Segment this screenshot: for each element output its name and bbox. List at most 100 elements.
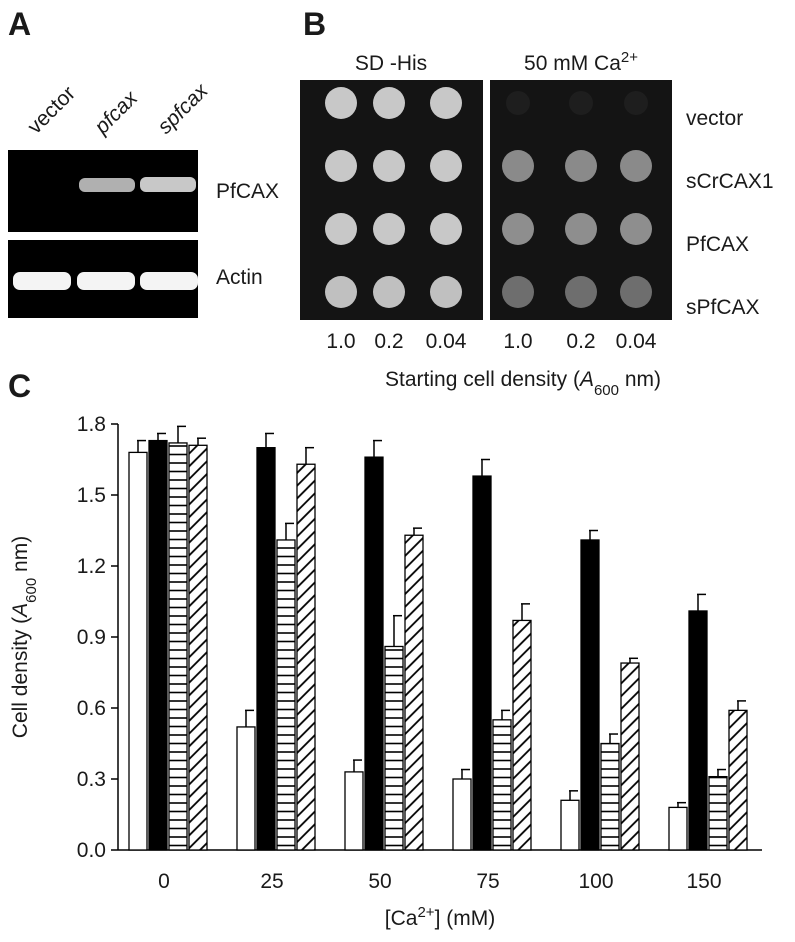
colony-spot xyxy=(502,213,534,245)
axis-title-part: Cell density ( xyxy=(9,617,32,738)
colony-spot xyxy=(502,150,534,182)
colony-spot xyxy=(373,276,405,308)
colony-spot xyxy=(373,87,405,119)
y-tick-label: 0.6 xyxy=(77,697,106,720)
y-tick-label: 0.3 xyxy=(77,768,106,791)
colony-spot xyxy=(325,87,357,119)
colony-spot xyxy=(624,91,648,115)
colony-spot xyxy=(620,213,652,245)
bar xyxy=(668,806,688,851)
colony-spot xyxy=(565,150,597,182)
axis-title-part: nm) xyxy=(9,536,32,578)
axis-title-part: [Ca xyxy=(385,907,418,930)
gel-band xyxy=(13,272,71,290)
bar xyxy=(560,799,580,851)
colony-spot xyxy=(569,91,593,115)
bar xyxy=(384,645,404,851)
x-tick-label: 75 xyxy=(476,870,499,893)
colony-spot xyxy=(325,150,357,182)
bar xyxy=(364,456,384,851)
bar xyxy=(512,619,532,851)
y-tick-label: 1.2 xyxy=(77,555,106,578)
colony-spot xyxy=(565,213,597,245)
bar xyxy=(188,444,208,851)
lane-label: pfcax xyxy=(90,86,144,140)
colony-spot xyxy=(502,276,534,308)
bar xyxy=(580,539,600,851)
bar xyxy=(168,442,188,851)
bar xyxy=(276,539,296,851)
bar xyxy=(128,451,148,851)
x-tick-label: 50 xyxy=(368,870,391,893)
colony-spot xyxy=(506,91,530,115)
colony-spot xyxy=(430,150,462,182)
strain-label: sCrCAX1 xyxy=(686,170,774,193)
dilution-label: 1.0 xyxy=(503,330,532,353)
dilution-label: 0.2 xyxy=(374,330,403,353)
strain-label: vector xyxy=(686,107,743,130)
condition-label: 50 mM Ca2+ xyxy=(524,49,638,76)
strain-label: PfCAX xyxy=(686,233,749,256)
gel-band xyxy=(79,178,135,192)
bar xyxy=(600,742,620,851)
colony-spot xyxy=(373,150,405,182)
panel-label: B xyxy=(303,6,326,42)
bar xyxy=(728,709,748,851)
gel-band xyxy=(140,272,198,290)
band-label: PfCAX xyxy=(216,180,279,203)
bar xyxy=(344,771,364,851)
bar xyxy=(236,726,256,851)
axis-title-part: 600 xyxy=(594,382,619,399)
axis-title-part: A xyxy=(578,368,594,391)
y-tick-label: 0.9 xyxy=(77,626,106,649)
y-tick-label: 0.0 xyxy=(77,839,106,862)
colony-spot xyxy=(620,276,652,308)
y-tick-label: 1.8 xyxy=(77,413,106,436)
colony-spot xyxy=(430,276,462,308)
colony-spot xyxy=(565,276,597,308)
colony-spot xyxy=(325,213,357,245)
x-tick-label: 150 xyxy=(686,870,721,893)
lane-label: spfcax xyxy=(153,78,213,138)
colony-spot xyxy=(373,213,405,245)
dilution-label: 1.0 xyxy=(326,330,355,353)
bar xyxy=(256,447,276,851)
axis-title: Starting cell density (A600 nm) xyxy=(385,368,661,399)
axis-title: Cell density (A600 nm) xyxy=(9,536,40,738)
condition-label-part: 50 mM Ca xyxy=(524,52,621,75)
axis-title-part: ] (mM) xyxy=(435,907,496,930)
dilution-label: 0.2 xyxy=(566,330,595,353)
bar xyxy=(620,662,640,851)
band-label: Actin xyxy=(216,266,263,289)
colony-spot xyxy=(325,276,357,308)
panel-label: A xyxy=(8,6,31,42)
bar xyxy=(472,475,492,851)
colony-spot xyxy=(620,150,652,182)
dilution-label: 0.04 xyxy=(616,330,657,353)
gel-band xyxy=(77,272,135,290)
panel-label: C xyxy=(8,368,31,404)
bar xyxy=(452,778,472,851)
axis-title-part: nm) xyxy=(619,368,661,391)
axis-title-part: 600 xyxy=(23,578,40,603)
condition-label: SD -His xyxy=(355,52,427,75)
bar xyxy=(404,534,424,851)
bar xyxy=(148,439,168,851)
axis-title-part: A xyxy=(9,603,32,619)
gel-band xyxy=(140,177,196,192)
condition-label-part: 2+ xyxy=(621,49,638,66)
dilution-label: 0.04 xyxy=(426,330,467,353)
axis-title: [Ca2+] (mM) xyxy=(385,904,495,931)
x-tick-label: 100 xyxy=(578,870,613,893)
strain-label: sPfCAX xyxy=(686,296,760,319)
x-tick-label: 0 xyxy=(158,870,170,893)
bar xyxy=(708,775,728,851)
bar xyxy=(296,463,316,851)
colony-spot xyxy=(430,87,462,119)
condition-label-part: SD -His xyxy=(355,52,427,75)
y-tick-label: 1.5 xyxy=(77,484,106,507)
lane-label: vector xyxy=(23,82,80,139)
axis-title-part: 2+ xyxy=(417,904,434,921)
colony-spot xyxy=(430,213,462,245)
